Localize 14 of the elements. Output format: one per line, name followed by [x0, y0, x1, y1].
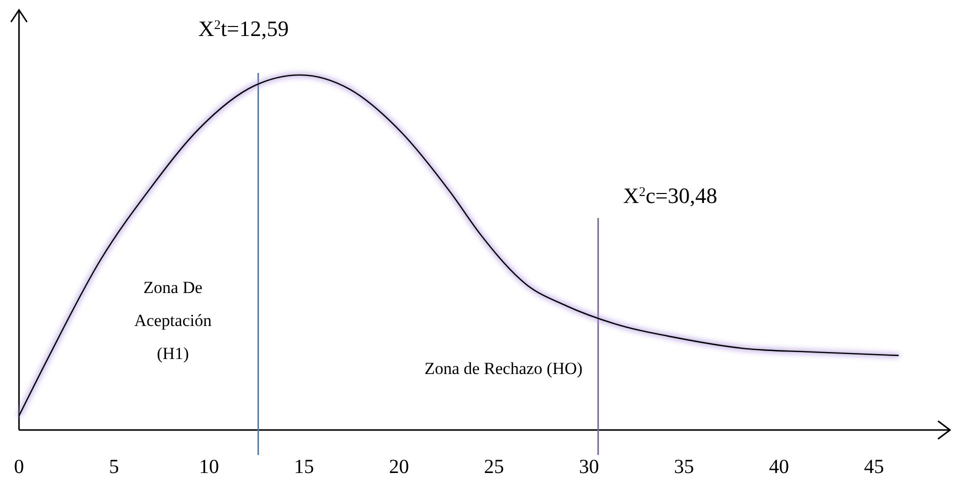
- x-tick-label: 25: [484, 456, 504, 478]
- x-tick-label: 5: [109, 456, 119, 478]
- annotation: Zona de Rechazo (HO): [424, 359, 583, 378]
- x-tick-label: 45: [864, 456, 884, 478]
- x-tick-label: 40: [769, 456, 789, 478]
- x-tick-label: 35: [674, 456, 694, 478]
- x-tick-label: 0: [14, 456, 24, 478]
- annotation: Zona De Aceptación (H1): [134, 278, 212, 363]
- ref-line-label: X$^{2}$t=12,59: [198, 16, 289, 41]
- ref-line-label: X$^{2}$c=30,48: [623, 183, 718, 208]
- x-tick-label: 15: [294, 456, 314, 478]
- x-tick-label: 10: [199, 456, 219, 478]
- x-tick-label: 20: [389, 456, 409, 478]
- x-tick-label: 30: [579, 456, 599, 478]
